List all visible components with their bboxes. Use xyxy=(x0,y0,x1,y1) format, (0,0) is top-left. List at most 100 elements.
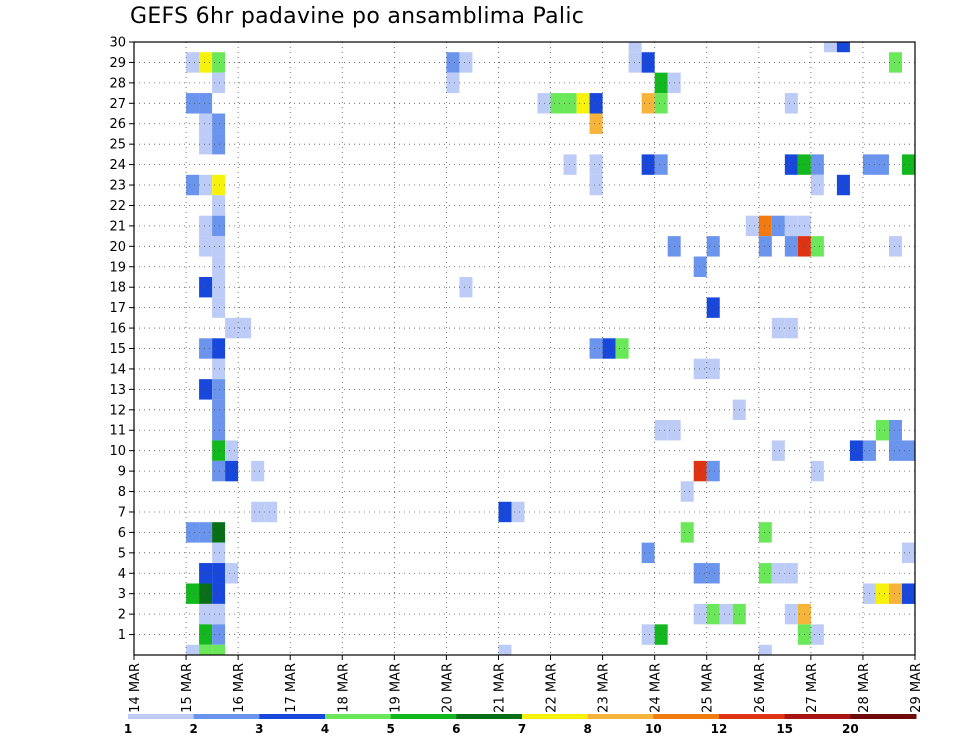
x-tick-label: 29 MAR xyxy=(909,663,924,713)
y-tick-label: 30 xyxy=(109,36,126,51)
y-tick-label: 16 xyxy=(109,322,126,337)
heatmap-cell xyxy=(654,154,668,175)
heatmap-cell xyxy=(576,93,590,114)
heatmap-cell xyxy=(745,215,759,237)
heatmap-cell xyxy=(706,460,720,482)
heatmap-cell xyxy=(888,440,902,461)
y-tick-label: 4 xyxy=(118,567,126,582)
legend-label: 8 xyxy=(583,722,591,736)
heatmap-cell xyxy=(641,154,655,175)
heatmap-cell xyxy=(212,542,226,564)
heatmap-cell xyxy=(199,52,213,73)
x-tick-label: 22 MAR xyxy=(545,663,560,713)
heatmap-cell xyxy=(199,133,213,155)
heatmap-cell xyxy=(199,93,213,114)
heatmap-cell xyxy=(212,297,226,318)
heatmap-cell xyxy=(784,215,798,237)
heatmap-cell xyxy=(212,440,226,461)
heatmap-cell xyxy=(836,42,850,53)
legend-label: 1 xyxy=(124,722,132,736)
x-tick-label: 19 MAR xyxy=(388,663,403,713)
heatmap-cell xyxy=(212,174,226,196)
heatmap-cell xyxy=(498,644,512,655)
y-tick-label: 2 xyxy=(118,608,126,623)
heatmap-cell xyxy=(654,93,668,114)
heatmap-cell xyxy=(186,583,200,604)
y-tick-label: 20 xyxy=(109,240,126,255)
heatmap-cell xyxy=(810,174,824,196)
heatmap-cell xyxy=(264,501,278,523)
legend-swatch xyxy=(850,714,917,719)
heatmap-cell xyxy=(199,644,213,655)
heatmap-cell xyxy=(199,379,213,400)
legend-label: 3 xyxy=(255,722,263,736)
heatmap-cell xyxy=(589,338,603,359)
heatmap-cell xyxy=(212,195,226,216)
heatmap-cell xyxy=(225,317,239,339)
heatmap-cell xyxy=(212,624,226,645)
heatmap-cell xyxy=(693,563,707,584)
x-tick-label: 14 MAR xyxy=(128,663,143,713)
heatmap-cell xyxy=(901,154,915,175)
legend-layer: 1 2 3 4 5 6 7 8 10 12 15 20 xyxy=(124,714,917,736)
y-tick-label: 21 xyxy=(109,219,126,234)
heatmap-cell xyxy=(212,113,226,134)
y-tick-label: 28 xyxy=(109,76,126,91)
heatmap-cell xyxy=(212,420,226,441)
heatmap-cell xyxy=(641,624,655,645)
legend-swatch xyxy=(653,714,720,719)
heatmap-cell xyxy=(446,52,460,73)
y-tick-label: 18 xyxy=(109,281,126,296)
legend-swatch xyxy=(325,714,392,719)
heatmap-cell xyxy=(199,113,213,134)
heatmap-cell xyxy=(563,154,577,175)
heatmap-cell xyxy=(784,93,798,114)
heatmap-cell xyxy=(199,624,213,645)
heatmap-cell xyxy=(641,542,655,564)
heatmap-cell xyxy=(875,583,889,604)
heatmap-cell xyxy=(641,52,655,73)
heatmap-cell xyxy=(199,276,213,298)
heatmap-cell xyxy=(225,440,239,461)
heatmap-cell xyxy=(615,338,629,359)
heatmap-cell xyxy=(849,440,863,461)
heatmap-cell xyxy=(212,379,226,400)
y-tick-label: 24 xyxy=(109,158,126,173)
legend-label: 20 xyxy=(842,722,859,736)
heatmap-cell xyxy=(888,583,902,604)
y-tick-label: 23 xyxy=(109,179,126,194)
heatmap-cell xyxy=(459,52,473,73)
x-tick-label: 25 MAR xyxy=(701,663,716,713)
heatmap-cell xyxy=(199,583,213,604)
heatmap-cell xyxy=(693,256,707,277)
legend-label: 4 xyxy=(321,722,329,736)
heatmap-cell xyxy=(836,174,850,196)
heatmap-cell xyxy=(901,583,915,604)
heatmap-cell xyxy=(706,358,720,380)
y-tick-label: 1 xyxy=(118,628,126,643)
heatmap-cell xyxy=(186,174,200,196)
legend-label: 6 xyxy=(452,722,460,736)
legend-label: 7 xyxy=(518,722,526,736)
y-tick-label: 11 xyxy=(109,424,126,439)
heatmap-cell xyxy=(251,460,265,482)
heatmap-cell xyxy=(199,174,213,196)
y-tick-label: 15 xyxy=(109,342,126,357)
x-tick-label: 15 MAR xyxy=(180,663,195,713)
heatmap-cell xyxy=(212,583,226,604)
legend-swatch xyxy=(719,714,786,719)
x-tick-label: 18 MAR xyxy=(336,663,351,713)
heatmap-cell xyxy=(225,563,239,584)
heatmap-cell xyxy=(810,460,824,482)
legend-swatch xyxy=(587,714,654,719)
y-tick-label: 8 xyxy=(118,485,126,500)
heatmap-cell xyxy=(186,522,200,543)
heatmap-cell xyxy=(888,52,902,73)
heatmap-cell xyxy=(758,236,772,257)
y-tick-label: 19 xyxy=(109,260,126,275)
heatmap-cell xyxy=(901,440,915,461)
legend-label: 5 xyxy=(386,722,394,736)
heatmap-cell xyxy=(784,603,798,625)
heatmap-cell xyxy=(706,603,720,625)
heatmap-cell xyxy=(654,72,668,94)
